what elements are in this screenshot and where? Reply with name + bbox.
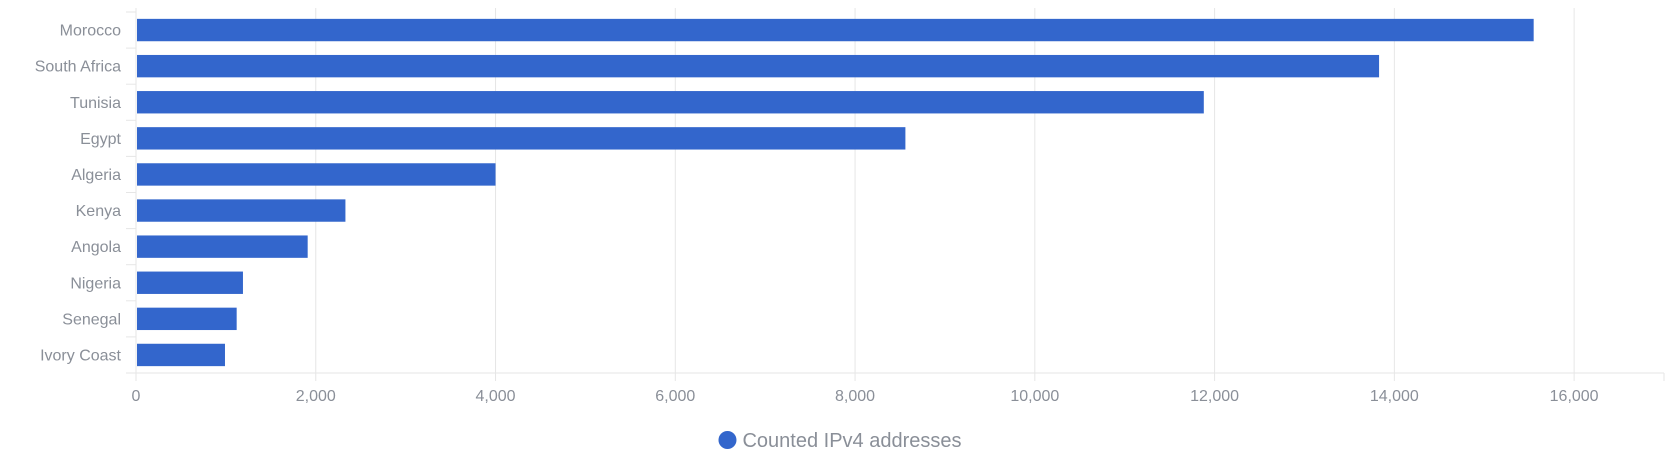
legend-marker-icon[interactable] [718,431,737,449]
x-tick-labels: 0 2,000 4,000 6,000 8,000 10,000 12,000 14,000 1… [132,388,1599,405]
x-tick-label: 0 [132,388,141,405]
bar-angola[interactable] [137,235,308,258]
category-label: Kenya [76,203,121,220]
bar-egypt[interactable] [137,127,906,150]
bar-south-africa[interactable] [137,54,1380,78]
category-label: Morocco [60,23,121,40]
category-label: Egypt [80,131,121,148]
x-tick-label: 16,000 [1550,388,1599,405]
category-label: Algeria [71,167,121,184]
bar-algeria[interactable] [137,163,496,186]
x-tick-label: 4,000 [476,388,516,405]
bar-ivory-coast[interactable] [137,343,225,367]
category-label: Angola [71,239,121,256]
legend-label: Counted IPv4 addresses [742,430,961,452]
bar-senegal[interactable] [137,307,237,331]
x-tick-label: 10,000 [1010,388,1059,405]
x-tick-label: 14,000 [1370,388,1419,405]
legend[interactable]: Counted IPv4 addresses [718,430,962,452]
bar-tunisia[interactable] [137,91,1204,114]
category-label: Nigeria [70,275,121,292]
bar-nigeria[interactable] [137,271,243,294]
category-label: Tunisia [70,95,121,112]
category-label: South Africa [35,59,121,76]
category-label: Ivory Coast [40,347,121,364]
x-tick-label: 2,000 [296,388,336,405]
category-labels: Morocco South Africa Tunisia Egypt Algeria Ke… [35,23,122,365]
category-label: Senegal [62,311,121,328]
axes [126,11,1665,381]
bar-morocco[interactable] [137,18,1534,42]
bars [137,18,1534,367]
bar-kenya[interactable] [137,199,346,222]
x-tick-label: 8,000 [835,388,875,405]
x-tick-label: 12,000 [1190,388,1239,405]
x-tick-label: 6,000 [655,388,695,405]
